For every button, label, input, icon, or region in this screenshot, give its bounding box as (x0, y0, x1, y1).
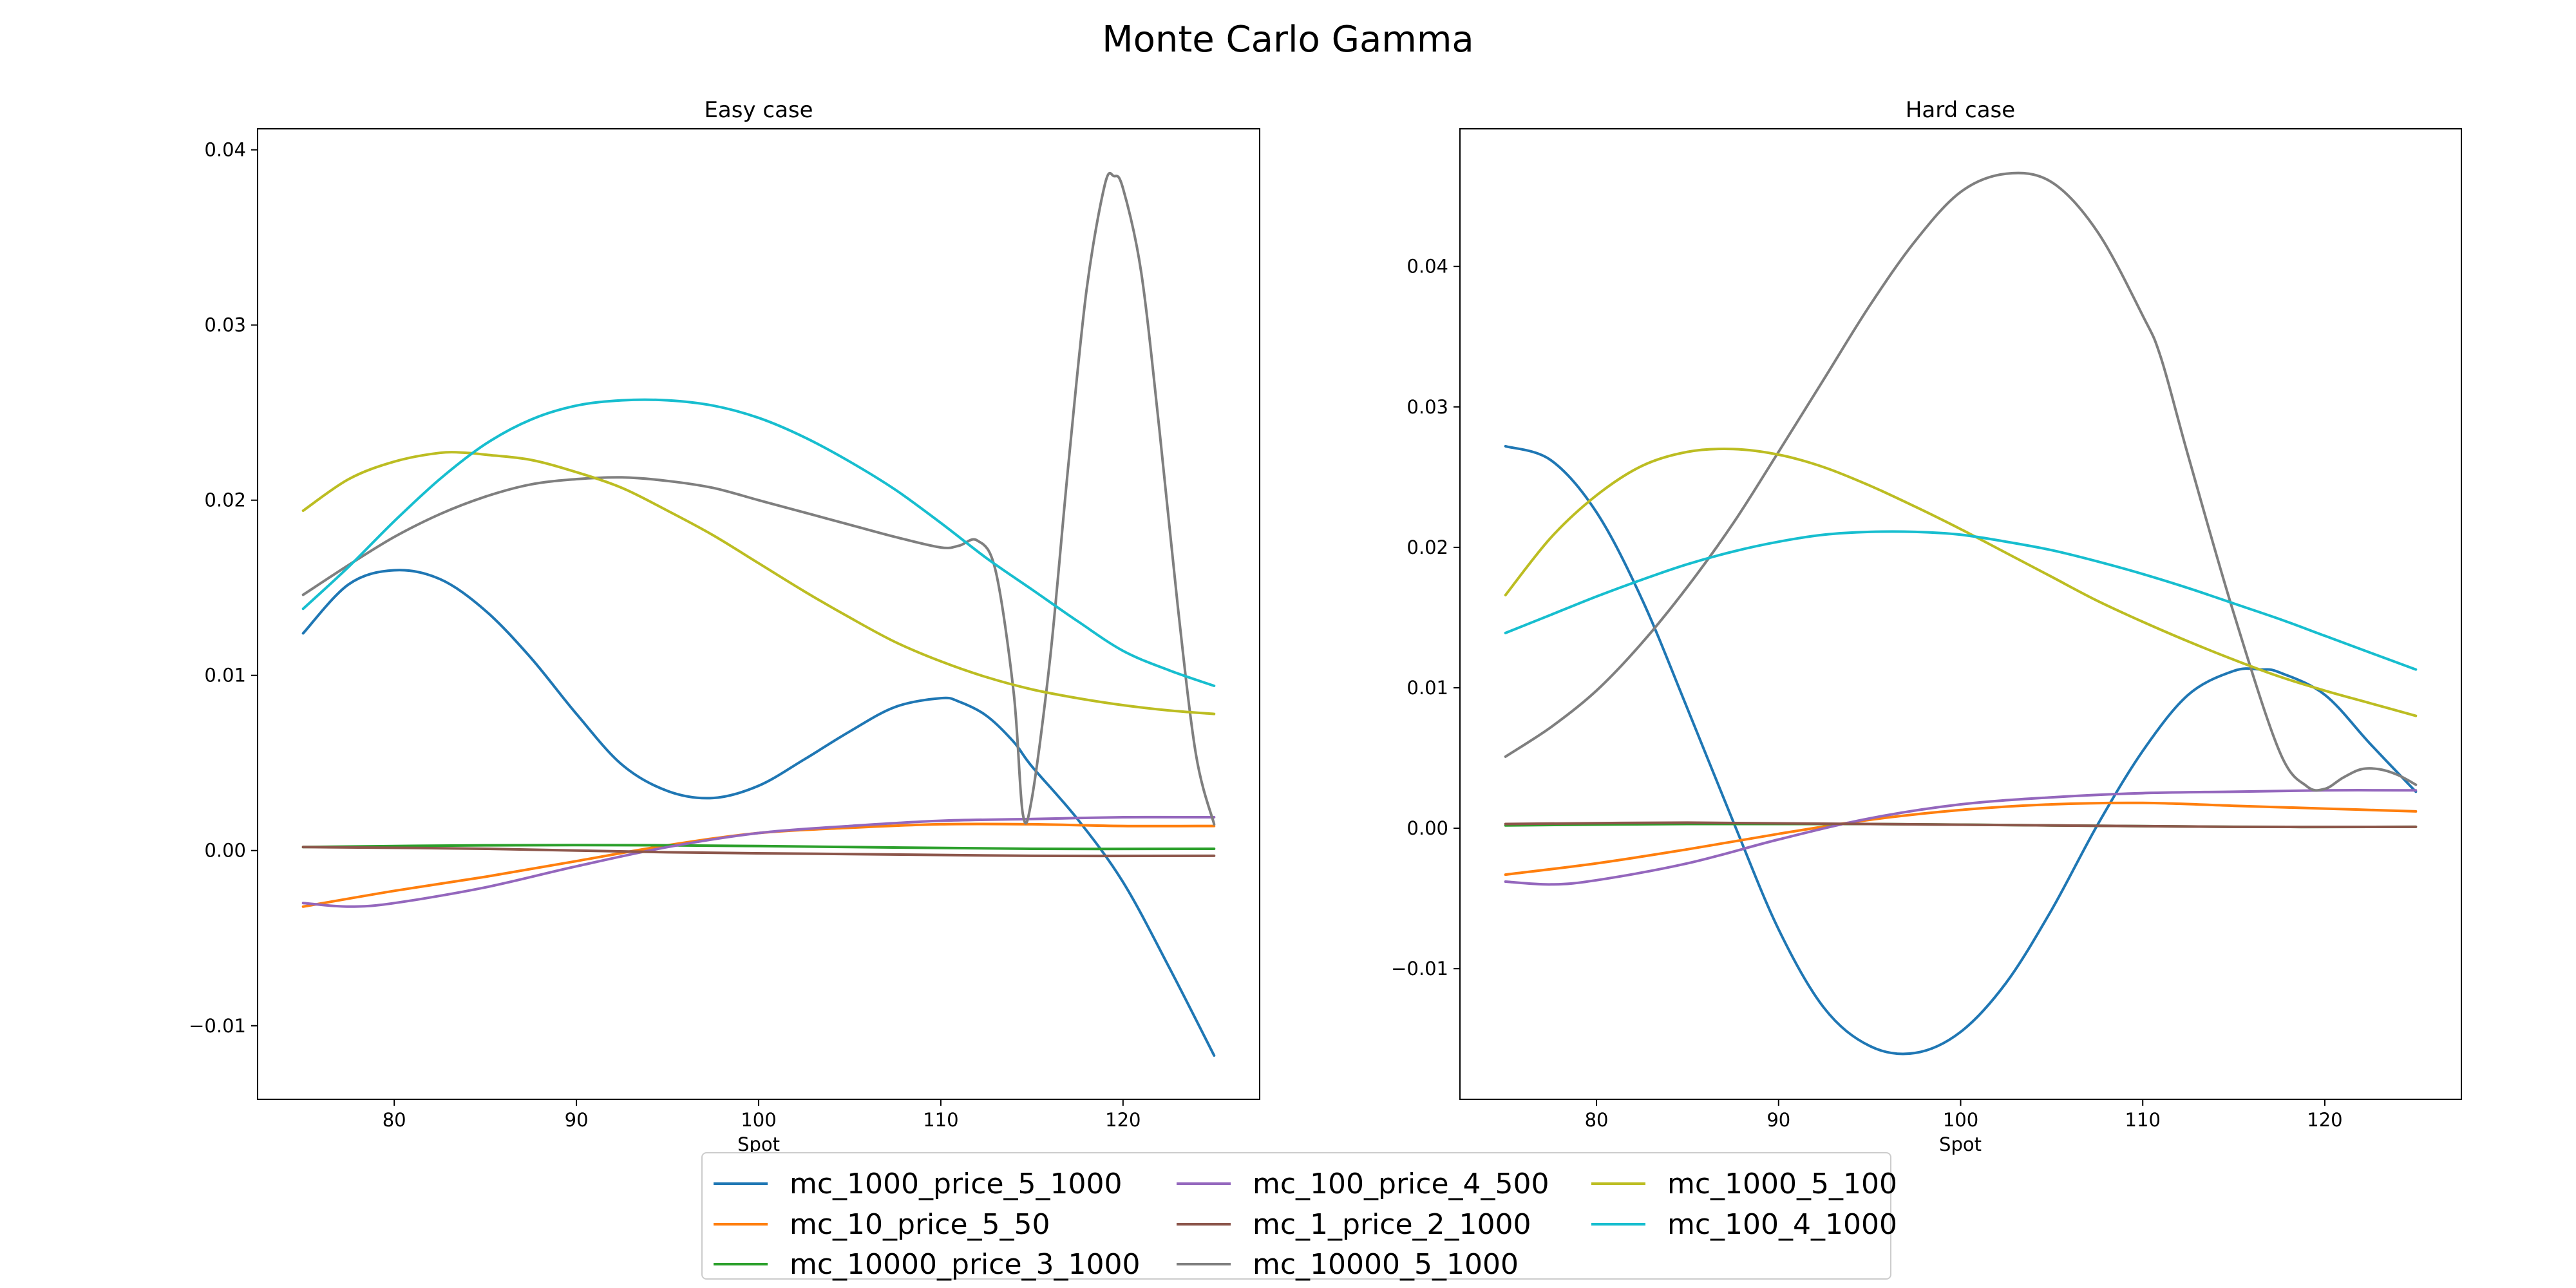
x-tick-label: 110 (923, 1109, 958, 1131)
series-line-mc-100-price-4-500 (1504, 789, 2418, 886)
x-ticks-hard: 80 90 100 110 120 (1585, 1099, 2343, 1131)
x-axis-label-easy: Spot (737, 1133, 780, 1155)
x-tick-label: 90 (565, 1109, 589, 1131)
legend-label: mc_10000_5_1000 (1253, 1248, 1519, 1281)
subplot-title-hard: Hard case (1906, 97, 2015, 123)
series-line-mc-100-4-1000 (1504, 530, 2418, 671)
legend-label: mc_1000_price_5_1000 (790, 1168, 1122, 1200)
series-line-mc-10-price-5-50 (1504, 801, 2418, 876)
x-tick-label: 120 (2307, 1109, 2342, 1131)
legend-label: mc_1_price_2_1000 (1253, 1208, 1531, 1241)
x-axis-label-hard: Spot (1939, 1133, 1982, 1155)
x-tick-label: 90 (1766, 1109, 1790, 1131)
y-tick-label: 0.03 (1406, 396, 1448, 418)
legend-label: mc_10_price_5_50 (790, 1208, 1050, 1241)
subplot-title-easy: Easy case (704, 97, 813, 123)
x-tick-label: 110 (2125, 1109, 2161, 1131)
y-tick-label: −0.01 (1391, 958, 1448, 980)
series-line-mc-10000-price-3-1000 (301, 844, 1216, 851)
series-group-easy (301, 171, 1216, 1057)
x-ticks-easy: 80 90 100 110 120 (383, 1099, 1141, 1131)
y-tick-label: 0.03 (204, 314, 246, 336)
series-line-mc-100-4-1000 (301, 398, 1216, 687)
y-tick-label: 0.02 (1406, 536, 1448, 558)
x-tick-label: 80 (383, 1109, 406, 1131)
legend-label: mc_1000_5_100 (1667, 1168, 1897, 1200)
x-tick-label: 100 (1943, 1109, 1978, 1131)
y-tick-label: 0.00 (1406, 817, 1448, 839)
series-group-hard (1504, 171, 2418, 1056)
y-tick-label: 0.04 (204, 139, 246, 161)
y-tick-label: 0.01 (1406, 677, 1448, 699)
figure-title: Monte Carlo Gamma (1102, 19, 1473, 61)
plot-area-hard (1460, 129, 2461, 1099)
plot-area-easy (258, 129, 1260, 1099)
subplot-hard-case: Hard case 80 90 100 110 120 −0.01 0.00 0.01 0.0… (1391, 97, 2462, 1155)
series-line-mc-10000-5-1000 (1504, 171, 2418, 792)
y-tick-label: 0.01 (204, 665, 246, 687)
series-line-mc-100-price-4-500 (301, 815, 1216, 908)
y-ticks-hard: −0.01 0.00 0.01 0.02 0.03 0.04 (1391, 256, 1460, 980)
series-line-mc-1-price-2-1000 (1504, 821, 2418, 829)
y-tick-label: −0.01 (189, 1015, 246, 1037)
x-tick-label: 120 (1105, 1109, 1141, 1131)
legend-label: mc_10000_price_3_1000 (790, 1248, 1141, 1281)
legend-label: mc_100_4_1000 (1667, 1208, 1897, 1241)
subplot-easy-case: Easy case 80 90 100 110 120 −0.01 0.00 0.01 0.0… (189, 97, 1260, 1155)
legend-label: mc_100_price_4_500 (1253, 1168, 1549, 1200)
legend-entries: mc_1000_price_5_1000 mc_10_price_5_50 mc_1… (714, 1168, 1897, 1281)
series-line-mc-1-price-2-1000 (301, 846, 1216, 858)
series-line-mc-1000-5-100 (301, 451, 1216, 715)
y-ticks-easy: −0.01 0.00 0.01 0.02 0.03 0.04 (189, 139, 258, 1037)
legend: mc_1000_price_5_1000 mc_10_price_5_50 mc_1… (701, 1152, 1897, 1281)
x-tick-label: 80 (1585, 1109, 1609, 1131)
series-line-mc-1000-5-100 (1504, 447, 2418, 717)
y-tick-label: 0.04 (1406, 256, 1448, 278)
y-tick-label: 0.02 (204, 489, 246, 511)
y-tick-label: 0.00 (204, 840, 246, 862)
series-line-mc-10000-5-1000 (301, 171, 1216, 826)
x-tick-label: 100 (741, 1109, 776, 1131)
